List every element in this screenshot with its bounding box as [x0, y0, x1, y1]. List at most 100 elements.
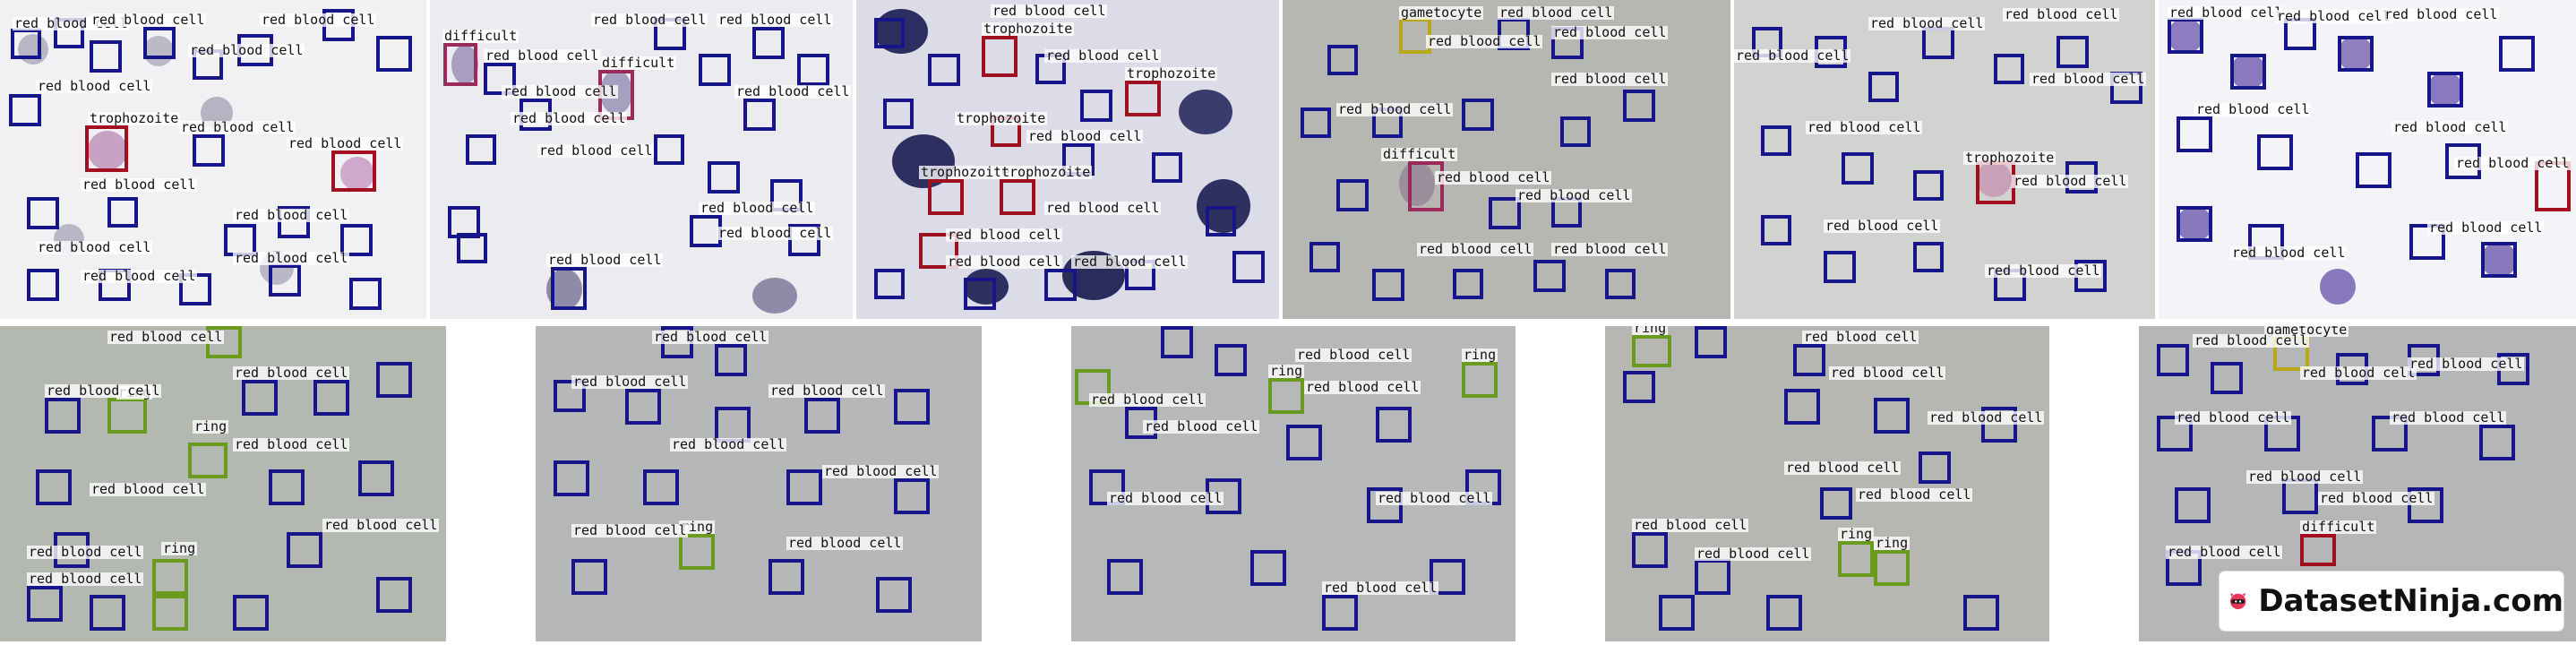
box-label: red blood cell [322, 517, 440, 533]
box-label: red blood cell [822, 463, 940, 479]
box-label: red blood cell [502, 83, 619, 99]
box-label: trophozoite [919, 164, 1012, 180]
box-label: red blood cell [2166, 544, 2283, 560]
box-label: red blood cell [36, 78, 153, 94]
box-label: red blood cell [1044, 47, 1162, 64]
box-label: red blood cell [1551, 24, 1669, 40]
box-label: red blood cell [2318, 490, 2435, 506]
box-label: red blood cell [2300, 365, 2417, 381]
box-label: red blood cell [1551, 241, 1669, 257]
box-label: red blood cell [1322, 580, 1439, 596]
box-label: red blood cell [2391, 119, 2509, 135]
box-label: red blood cell [717, 225, 834, 241]
box-label: red blood cell [1071, 254, 1189, 270]
box-label: red blood cell [90, 12, 207, 28]
box-label: red blood cell [233, 207, 350, 223]
box-label: red blood cell [188, 42, 305, 58]
box-label: red blood cell [786, 535, 904, 551]
box-label: trophozoite [982, 21, 1075, 37]
box-label: red blood cell [946, 227, 1063, 243]
box-label: red blood cell [1829, 365, 1946, 381]
box-label: red blood cell [90, 481, 207, 497]
box-label: red blood cell [537, 142, 655, 159]
box-label: red blood cell [2275, 8, 2392, 24]
box-label: red blood cell [571, 522, 689, 538]
box-label: red blood cell [571, 374, 689, 390]
box-label: red blood cell [2175, 409, 2292, 426]
box-label: red blood cell [2390, 409, 2507, 426]
box-label: red blood cell [2012, 173, 2129, 189]
box-label: trophozoite [1000, 164, 1093, 180]
box-label: red blood cell [2408, 356, 2525, 372]
box-label: red blood cell [260, 12, 377, 28]
box-label: red blood cell [1695, 546, 1812, 562]
box-label: ring [1632, 326, 1669, 335]
box-label: red blood cell [1868, 15, 1986, 31]
box-label: red blood cell [2427, 219, 2545, 236]
sample-image-2: difficult difficult red blood cell red b… [430, 0, 853, 319]
box-label: red blood cell [652, 329, 769, 345]
box-label: red blood cell [1417, 241, 1534, 257]
box-label: red blood cell [484, 47, 601, 64]
box-label: ring [161, 540, 198, 556]
box-label: red blood cell [1806, 119, 1923, 135]
box-label: red blood cell [1928, 409, 2045, 426]
box-label: red blood cell [1784, 460, 1902, 476]
box-label: red blood cell [2230, 245, 2348, 261]
box-label: red blood cell [233, 250, 350, 266]
box-label: red blood cell [233, 436, 350, 452]
box-label: trophozoite [88, 110, 181, 126]
box-label: red blood cell [1044, 200, 1162, 216]
box-label: red blood cell [1376, 490, 1493, 506]
box-label: red blood cell [734, 83, 852, 99]
box-label: red blood cell [1516, 187, 1633, 203]
box-label: red blood cell [2194, 101, 2312, 117]
box-label: red blood cell [1143, 418, 1260, 434]
box-label: red blood cell [1498, 4, 1615, 21]
box-label: red blood cell [546, 252, 664, 268]
ninja-logo-icon [2229, 592, 2246, 610]
box-label: red blood cell [1435, 169, 1552, 185]
box-label: red blood cell [27, 571, 144, 587]
box-label: red blood cell [991, 3, 1108, 19]
box-label: difficult [442, 28, 519, 44]
box-label: red blood cell [179, 119, 296, 135]
box-label: ring [193, 418, 229, 434]
box-label: red blood cell [107, 329, 225, 345]
datasetninja-watermark: DatasetNinja.com [2220, 572, 2563, 631]
brand-name: DatasetNinja.com [2258, 583, 2563, 619]
box-label: ring [1268, 363, 1305, 379]
box-label: red blood cell [1295, 347, 1413, 363]
box-label: red blood cell [1856, 486, 1973, 503]
sample-image-10: ring ring ring red blood cell red blood … [1605, 326, 2049, 641]
sample-image-5: trophozoite red blood cell red blood cel… [1734, 0, 2155, 319]
box-label: red blood cell [511, 110, 628, 126]
box-label: red blood cell [2454, 155, 2572, 171]
box-label: red blood cell [591, 12, 708, 28]
box-label: red blood cell [2030, 71, 2147, 87]
box-label: gametocyte [1399, 4, 1484, 21]
box-label: red blood cell [2003, 6, 2120, 22]
box-label: red blood cell [45, 383, 162, 399]
box-label: red blood cell [2168, 4, 2285, 21]
sample-image-1: red blood cell red blood cell red blood … [0, 0, 426, 319]
box-label: difficult [2300, 519, 2377, 535]
box-label: red blood cell [2246, 469, 2364, 485]
sample-image-7: ring ring ring red blood cell red blood … [0, 326, 446, 641]
box-label: red blood cell [1107, 490, 1224, 506]
box-label: red blood cell [2383, 6, 2500, 22]
box-label: ring [1462, 347, 1498, 363]
sample-image-4: gametocyte difficult red blood cell red … [1283, 0, 1730, 319]
box-label: red blood cell [2193, 332, 2310, 348]
box-label: red blood cell [287, 135, 404, 151]
box-label: trophozoite [955, 110, 1048, 126]
box-label: red blood cell [946, 254, 1063, 270]
box-label: red blood cell [1551, 71, 1669, 87]
box-label: red blood cell [699, 200, 816, 216]
box-label: red blood cell [36, 239, 153, 255]
sample-image-9: ring ring red blood cell red blood cell … [1071, 326, 1516, 641]
box-label: red blood cell [1985, 262, 2102, 279]
box-label: ring [1838, 526, 1875, 542]
box-label: trophozoite [1125, 65, 1218, 82]
box-label: red blood cell [769, 383, 886, 399]
